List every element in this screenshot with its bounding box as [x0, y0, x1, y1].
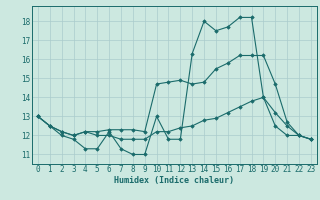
- X-axis label: Humidex (Indice chaleur): Humidex (Indice chaleur): [115, 176, 234, 185]
